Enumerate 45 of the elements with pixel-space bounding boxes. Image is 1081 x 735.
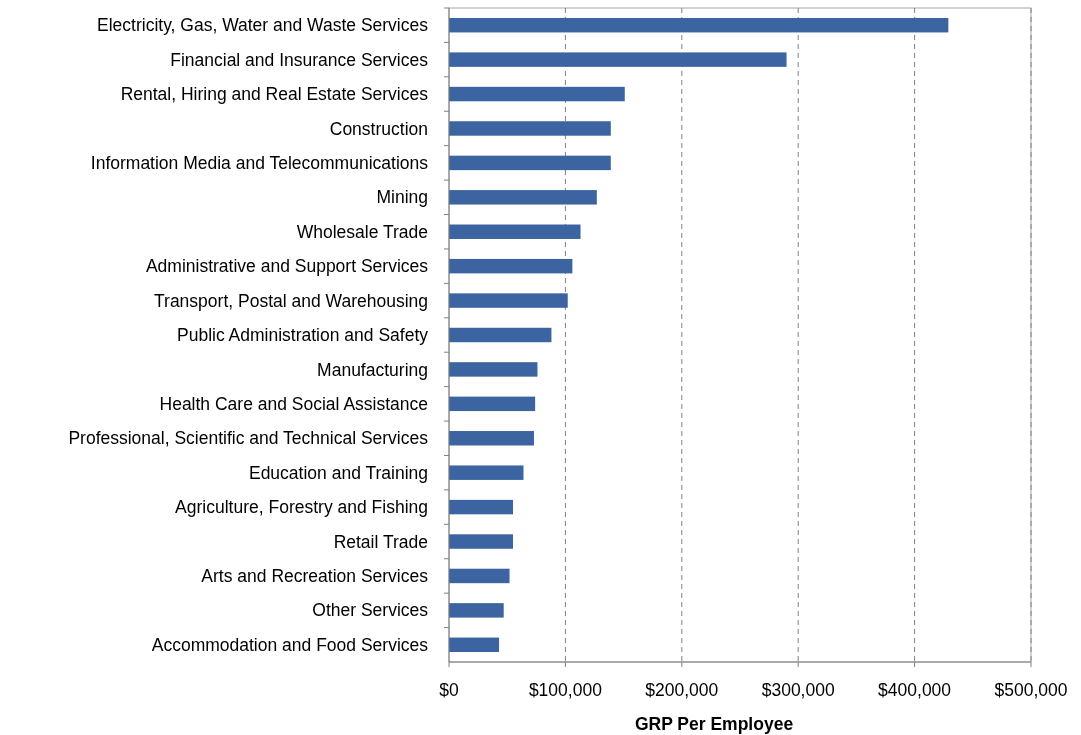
bar: [449, 362, 538, 377]
y-tick-label: Other Services: [312, 600, 429, 621]
bar: [449, 568, 510, 584]
x-tick-label: $400,000: [878, 680, 952, 700]
y-tick-label: Construction: [329, 118, 428, 139]
bar: [449, 603, 504, 618]
y-tick-label: Manufacturing: [317, 359, 428, 380]
y-tick-label: Professional, Scientific and Technical Services: [68, 428, 429, 449]
bar: [449, 258, 573, 274]
bar: [449, 465, 524, 480]
y-tick-label: Transport, Postal and Warehousing: [154, 290, 428, 311]
bar: [449, 396, 536, 412]
bar: [449, 121, 611, 136]
bar: [449, 293, 568, 308]
bar: [449, 86, 625, 102]
bar: [449, 224, 581, 239]
y-tick-label: Wholesale Trade: [296, 221, 428, 242]
y-tick-label: Education and Training: [248, 462, 428, 483]
bar: [449, 17, 949, 33]
y-tick-label: Accommodation and Food Services: [151, 634, 429, 655]
x-tick-label: $0: [439, 680, 459, 700]
x-tick-label: $100,000: [528, 680, 603, 700]
bar: [449, 190, 597, 205]
bar: [449, 52, 787, 67]
y-tick-label: Electricity, Gas, Water and Waste Services: [97, 15, 429, 36]
x-axis-title: GRP Per Employee: [634, 714, 794, 734]
bar: [449, 637, 500, 653]
y-tick-label: Financial and Insurance Services: [170, 49, 429, 70]
y-tick-label: Health Care and Social Assistance: [159, 393, 428, 414]
y-tick-label: Administrative and Support Services: [145, 256, 429, 277]
y-tick-label: Retail Trade: [333, 531, 428, 552]
bar: [449, 155, 611, 171]
y-tick-label: Agriculture, Forestry and Fishing: [175, 497, 428, 518]
y-tick-label: Public Administration and Safety: [177, 325, 429, 346]
y-tick-label: Arts and Recreation Services: [201, 566, 429, 587]
bar: [449, 431, 534, 446]
y-tick-label: Information Media and Telecommunications: [90, 153, 429, 174]
bar: [449, 327, 552, 343]
bar: [449, 499, 514, 515]
x-tick-label: $500,000: [994, 680, 1068, 700]
y-tick-label: Rental, Hiring and Real Estate Services: [120, 84, 429, 105]
y-tick-label: Mining: [376, 187, 428, 208]
x-tick-label: $300,000: [761, 680, 835, 700]
bar: [449, 534, 514, 549]
x-tick-label: $200,000: [645, 680, 719, 700]
